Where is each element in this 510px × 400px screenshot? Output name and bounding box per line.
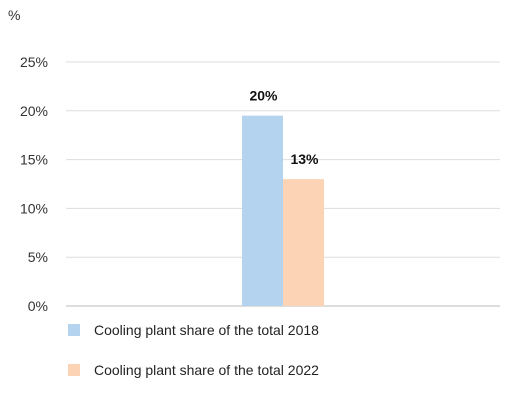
bars xyxy=(242,115,324,307)
y-tick-labels: 0% 5% 10% 15% 20% 25% xyxy=(20,54,48,314)
legend: Cooling plant share of the total 2018 Co… xyxy=(68,320,319,400)
legend-label-2022: Cooling plant share of the total 2022 xyxy=(94,362,319,378)
y-tick-label: 0% xyxy=(28,298,48,314)
y-tick-label: 20% xyxy=(20,103,48,119)
y-tick-label: 25% xyxy=(20,54,48,70)
y-tick-label: 15% xyxy=(20,152,48,168)
legend-swatch-2022 xyxy=(68,364,80,376)
legend-item-2018: Cooling plant share of the total 2018 xyxy=(68,320,319,340)
bar-2018 xyxy=(242,115,283,307)
legend-label-2018: Cooling plant share of the total 2018 xyxy=(94,322,319,338)
data-label-2022: 13% xyxy=(290,151,319,167)
y-tick-label: 5% xyxy=(28,249,48,265)
y-tick-label: 10% xyxy=(20,200,48,216)
bar-chart: % 0% 5% 10% 15% 20% 25% 20% 13% xyxy=(8,7,500,314)
legend-swatch-2018 xyxy=(68,324,80,336)
bar-2022 xyxy=(283,179,324,306)
legend-item-2022: Cooling plant share of the total 2022 xyxy=(68,360,319,380)
data-label-2018: 20% xyxy=(249,88,278,104)
y-unit-label: % xyxy=(8,7,20,23)
data-labels: 20% 13% xyxy=(249,88,319,167)
